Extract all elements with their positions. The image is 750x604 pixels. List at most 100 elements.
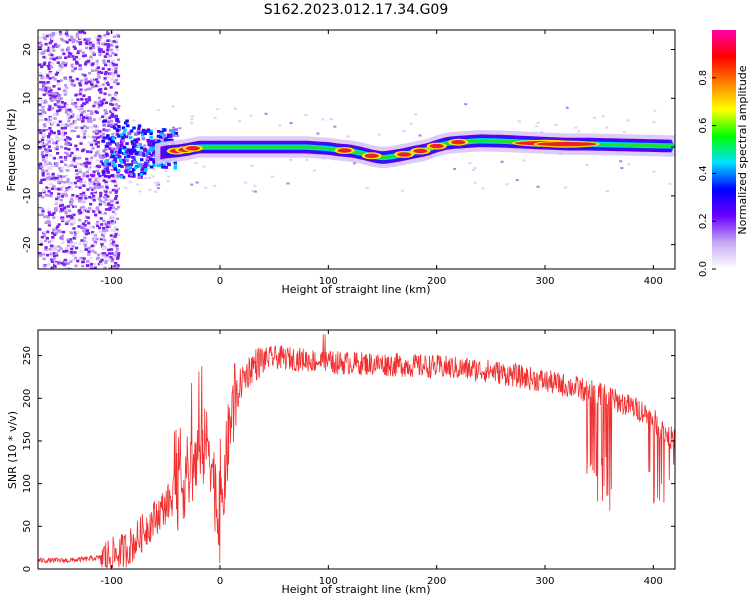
noise-speck bbox=[51, 172, 55, 176]
noise-speck bbox=[65, 188, 69, 192]
noise-speck bbox=[88, 207, 92, 210]
noise-speck bbox=[47, 108, 51, 111]
noise-speck bbox=[40, 88, 45, 92]
noise-speck bbox=[70, 63, 74, 67]
noise-speck bbox=[114, 115, 118, 118]
noise-speck bbox=[92, 53, 96, 56]
cluster-speck bbox=[137, 150, 142, 154]
cluster-speck bbox=[121, 175, 126, 179]
noise-speck bbox=[505, 183, 509, 186]
noise-speck bbox=[104, 79, 108, 83]
colorbar: 0.0 0.2 0.4 0.6 0.8 Normalized spectral ampl… bbox=[698, 30, 749, 277]
noise-speck bbox=[79, 249, 83, 253]
cluster-speck bbox=[131, 160, 135, 164]
noise-speck bbox=[47, 187, 51, 190]
noise-speck bbox=[44, 118, 48, 121]
noise-speck bbox=[47, 121, 51, 123]
noise-speck bbox=[49, 46, 53, 50]
noise-speck bbox=[98, 143, 102, 146]
noise-speck bbox=[74, 264, 78, 268]
noise-speck bbox=[57, 188, 61, 191]
noise-speck bbox=[65, 90, 69, 94]
noise-speck bbox=[101, 132, 106, 136]
noise-speck bbox=[500, 160, 504, 163]
noise-speck bbox=[42, 190, 46, 194]
noise-speck bbox=[76, 32, 80, 36]
noise-speck bbox=[61, 138, 65, 141]
noise-speck bbox=[116, 33, 120, 37]
noise-speck bbox=[101, 252, 105, 255]
noise-speck bbox=[38, 140, 42, 144]
noise-speck bbox=[89, 43, 93, 47]
cluster-speck bbox=[152, 160, 157, 164]
cluster-speck bbox=[103, 119, 107, 123]
noise-speck bbox=[78, 186, 82, 189]
noise-speck bbox=[113, 97, 117, 101]
noise-speck bbox=[112, 179, 117, 183]
cluster-speck bbox=[119, 175, 123, 179]
noise-speck bbox=[46, 74, 50, 77]
cluster-speck bbox=[120, 133, 124, 137]
spectrogram-x-label: Height of straight line (km) bbox=[281, 283, 430, 296]
noise-speck bbox=[79, 256, 83, 260]
noise-speck bbox=[55, 137, 59, 141]
noise-speck bbox=[101, 212, 105, 216]
noise-speck bbox=[44, 89, 48, 92]
noise-speck bbox=[97, 253, 101, 257]
snr-frame bbox=[37, 329, 676, 570]
noise-speck bbox=[47, 240, 51, 244]
noise-speck bbox=[65, 249, 69, 253]
noise-speck bbox=[43, 187, 47, 191]
noise-speck bbox=[53, 245, 57, 248]
noise-speck bbox=[103, 55, 107, 58]
noise-speck bbox=[109, 256, 113, 259]
noise-speck bbox=[92, 194, 96, 198]
noise-speck bbox=[77, 106, 81, 110]
noise-speck bbox=[112, 203, 116, 207]
noise-speck bbox=[78, 109, 82, 113]
noise-speck bbox=[49, 252, 53, 256]
noise-speck bbox=[106, 46, 110, 49]
noise-speck bbox=[38, 119, 42, 122]
noise-speck bbox=[49, 130, 53, 133]
x-tick-label: 400 bbox=[644, 576, 663, 587]
noise-speck bbox=[42, 33, 46, 36]
noise-speck bbox=[82, 184, 86, 187]
noise-speck bbox=[109, 161, 113, 164]
cluster-speck bbox=[131, 173, 136, 177]
noise-speck bbox=[70, 98, 74, 102]
noise-speck bbox=[278, 124, 282, 127]
noise-speck bbox=[68, 243, 72, 246]
snr-panel: -100 0 100 200 300 400 0 50 100 150 200 250 Height… bbox=[6, 329, 676, 596]
cluster-speck bbox=[117, 145, 122, 149]
noise-speck bbox=[47, 194, 51, 197]
noise-speck bbox=[76, 40, 80, 43]
noise-speck bbox=[51, 76, 55, 79]
cluster-speck bbox=[124, 169, 128, 173]
noise-speck bbox=[90, 110, 94, 113]
noise-speck bbox=[79, 211, 83, 215]
noise-speck bbox=[117, 205, 121, 209]
noise-speck bbox=[93, 166, 97, 169]
noise-speck bbox=[41, 112, 45, 116]
noise-speck bbox=[190, 122, 194, 125]
noise-speck bbox=[102, 253, 106, 257]
noise-speck bbox=[78, 218, 82, 222]
x-tick-label: 100 bbox=[319, 576, 338, 587]
noise-speck bbox=[321, 118, 325, 121]
noise-speck bbox=[92, 46, 96, 50]
noise-speck bbox=[151, 175, 155, 178]
noise-speck bbox=[63, 64, 67, 67]
noise-speck bbox=[82, 31, 87, 35]
noise-speck bbox=[108, 143, 112, 146]
noise-speck bbox=[105, 185, 109, 189]
noise-speck bbox=[106, 83, 110, 86]
noise-speck bbox=[111, 206, 115, 209]
noise-speck bbox=[90, 156, 94, 160]
noise-speck bbox=[68, 182, 72, 185]
noise-speck bbox=[102, 61, 106, 64]
noise-speck bbox=[601, 115, 605, 118]
noise-speck bbox=[100, 100, 104, 103]
noise-speck bbox=[39, 162, 43, 166]
noise-speck bbox=[54, 98, 58, 101]
